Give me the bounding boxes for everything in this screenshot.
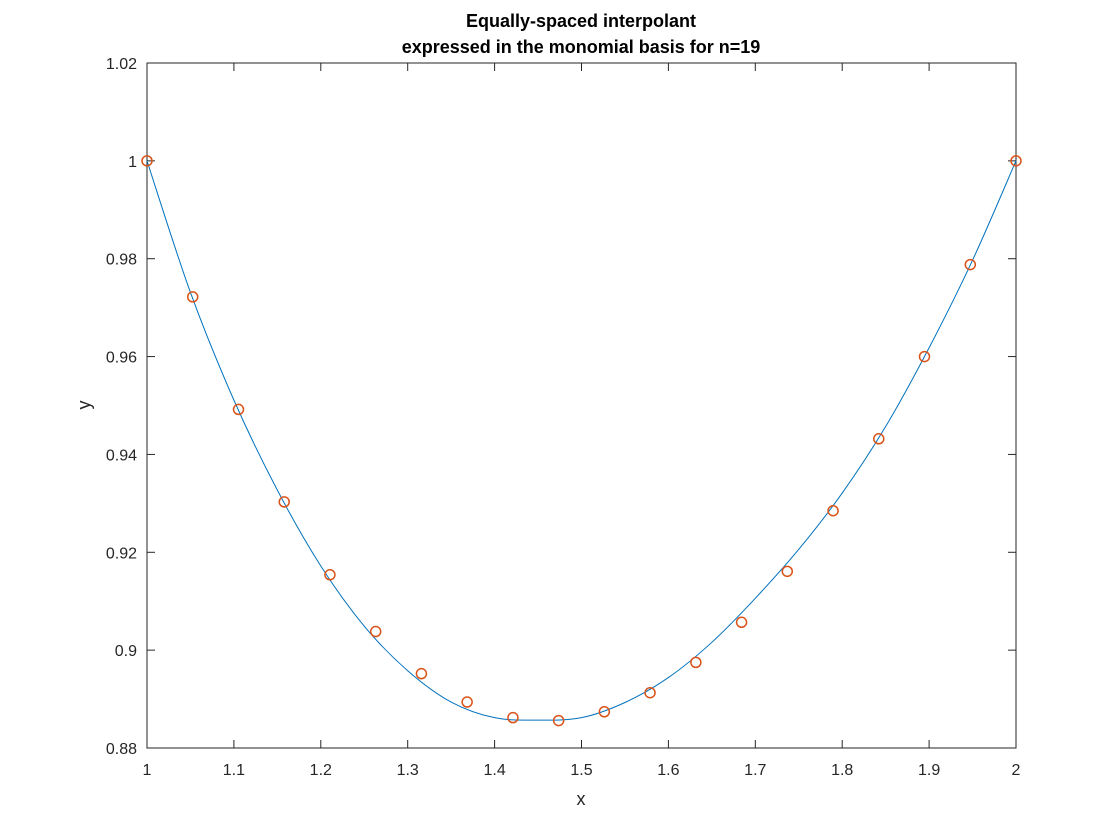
x-axis-ticks: 1 1.1 1.2 1.3 1.4 1.5 1.6 1.7 1.8 1.9 2 xyxy=(143,63,1021,779)
y-tick-label: 0.92 xyxy=(106,545,137,562)
data-point-marker xyxy=(415,667,428,680)
y-tick-label: 0.94 xyxy=(106,447,137,464)
x-tick-label: 1.5 xyxy=(570,762,592,779)
data-point-marker xyxy=(1010,155,1022,167)
data-point-marker xyxy=(735,616,748,629)
data-point-marker xyxy=(141,155,153,167)
y-tick-label: 1 xyxy=(128,154,137,171)
data-point-marker xyxy=(552,714,565,727)
x-tick-label: 1.9 xyxy=(918,762,940,779)
x-tick-label: 2 xyxy=(1012,762,1021,779)
x-tick-label: 1.3 xyxy=(397,762,419,779)
x-axis-label: x xyxy=(577,789,586,809)
x-tick-label: 1.4 xyxy=(483,762,505,779)
y-tick-label: 1.02 xyxy=(106,56,137,73)
data-point-marker xyxy=(918,350,931,363)
y-axis-ticks: 0.88 0.9 0.92 0.94 0.96 0.98 1 1.02 xyxy=(106,56,1016,758)
data-point-marker xyxy=(964,258,977,271)
y-tick-label: 0.98 xyxy=(106,252,137,269)
data-point-marker xyxy=(598,706,611,718)
y-tick-label: 0.88 xyxy=(106,741,137,758)
data-point-marker xyxy=(644,686,656,699)
y-tick-label: 0.9 xyxy=(115,643,137,660)
x-tick-label: 1 xyxy=(143,762,152,779)
interpolant-line xyxy=(146,160,1017,721)
x-tick-label: 1.8 xyxy=(831,762,853,779)
y-axis-label: y xyxy=(74,401,94,410)
data-point-marker xyxy=(827,504,839,517)
plot-area xyxy=(146,62,1017,749)
data-point-marker xyxy=(690,656,702,669)
x-tick-label: 1.2 xyxy=(310,762,332,779)
data-point-marker xyxy=(369,625,382,638)
chart-title-line-1: Equally-spaced interpolant xyxy=(466,11,696,31)
data-point-marker xyxy=(781,565,794,578)
series-layer xyxy=(141,155,1022,727)
x-tick-label: 1.1 xyxy=(223,762,245,779)
data-point-marker xyxy=(232,403,245,416)
data-point-marker xyxy=(507,711,519,724)
x-tick-label: 1.7 xyxy=(744,762,766,779)
x-tick-label: 1.6 xyxy=(657,762,679,779)
data-point-marker xyxy=(278,496,290,508)
chart-title-line-2: expressed in the monomial basis for n=19 xyxy=(402,37,761,57)
data-point-marker xyxy=(324,569,336,581)
data-point-marker xyxy=(873,433,885,445)
data-point-marker xyxy=(186,291,199,303)
data-point-marker xyxy=(461,696,473,708)
y-tick-label: 0.96 xyxy=(106,350,137,367)
